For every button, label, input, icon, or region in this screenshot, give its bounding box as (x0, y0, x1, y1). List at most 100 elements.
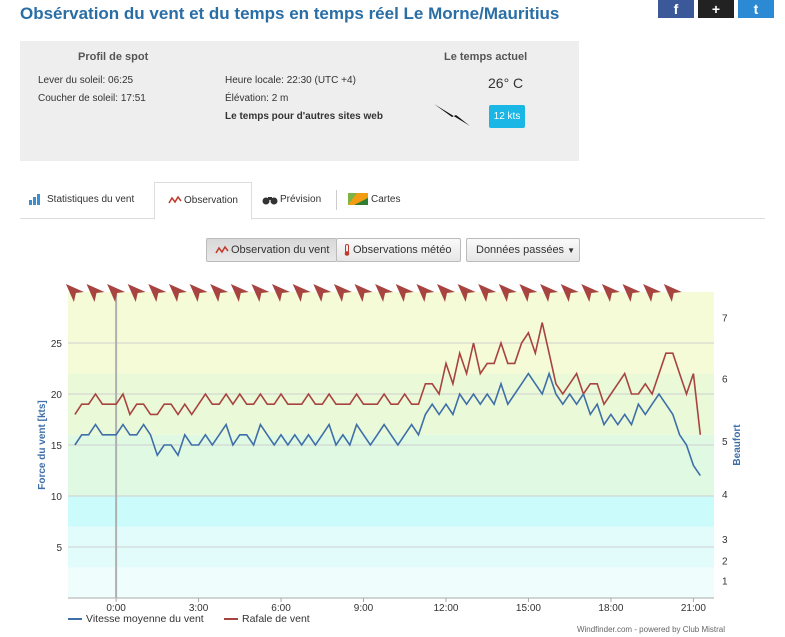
wind-direction-arrow-shape (622, 284, 641, 302)
binoculars-icon (262, 196, 278, 205)
past-data-dropdown[interactable]: Données passées ▼ (466, 238, 580, 262)
wind-direction-arrow-shape (395, 284, 414, 302)
twitter-icon[interactable]: t (738, 0, 774, 18)
wind-direction-arrow (622, 284, 641, 302)
wind-direction-arrow (127, 284, 146, 302)
wind-direction-arrow-icon (434, 104, 470, 126)
wind-direction-arrow-shape (354, 284, 373, 302)
y-tick-label: 20 (51, 390, 63, 401)
wind-direction-arrow-shape (169, 284, 187, 302)
wind-direction-arrow (354, 284, 373, 302)
facebook-icon[interactable]: f (658, 0, 694, 18)
wind-direction-arrow (230, 284, 249, 302)
wind-line-icon (168, 196, 182, 204)
page-title: Obsérvation du vent et du temps en temps… (20, 4, 560, 23)
wind-direction-arrow (581, 284, 600, 302)
wind-line-icon (215, 245, 229, 254)
wind-direction-arrow-shape (127, 284, 146, 302)
wind-observation-label: Observation du vent (231, 244, 330, 256)
wind-direction-arrow-shape (663, 284, 682, 302)
wind-direction-arrow (292, 284, 311, 302)
mean-wind-series-line (74, 371, 701, 477)
other-sites-link[interactable]: Le temps pour d'autres sites web (225, 111, 383, 122)
wind-direction-arrow-shape (375, 284, 394, 302)
past-data-label: Données passées (476, 244, 565, 256)
wind-direction-arrow (601, 284, 620, 302)
x-tick-label: 9:00 (354, 603, 374, 614)
y-axis-label: Force du vent [kts] (37, 400, 48, 489)
weather-observation-label: Observations météo (353, 244, 452, 256)
x-tick-label: 15:00 (516, 603, 541, 614)
x-tick-label: 12:00 (433, 603, 458, 614)
wind-observation-button[interactable]: Observation du vent (206, 238, 337, 262)
wind-direction-arrow-shape (519, 284, 538, 302)
wind-direction-arrow-shape (251, 284, 270, 302)
wind-direction-arrow (107, 284, 126, 302)
wind-direction-arrow-shape (210, 284, 229, 302)
tab-divider (336, 190, 337, 210)
wind-direction-arrow-shape (416, 284, 435, 302)
wind-direction-arrow (643, 284, 662, 302)
wind-direction-arrow (313, 284, 332, 302)
wind-direction-arrow (169, 284, 187, 302)
tab-maps[interactable]: Cartes (348, 182, 418, 217)
wind-direction-arrow (272, 284, 290, 302)
wind-direction-arrow-shape (148, 284, 167, 302)
tab-maps-label: Cartes (371, 194, 401, 205)
wind-direction-arrow (189, 284, 208, 302)
caret-down-icon: ▼ (567, 246, 576, 255)
beaufort-band (68, 567, 714, 598)
x-tick-label: 6:00 (271, 603, 291, 614)
tab-statistics[interactable]: Statistiques du vent (28, 182, 150, 217)
temperature-value: 26° C (488, 75, 524, 91)
wind-direction-arrow (395, 284, 414, 302)
wind-direction-arrow (437, 284, 455, 302)
wind-direction-arrow (333, 284, 352, 302)
wind-direction-arrow (86, 284, 105, 302)
tab-statistics-label: Statistiques du vent (47, 194, 135, 205)
wind-direction-arrow-shape (292, 284, 311, 302)
wind-direction-arrow-shape (86, 284, 105, 302)
weather-observation-button[interactable]: Observations météo (336, 238, 461, 262)
googleplus-icon[interactable]: + (698, 0, 734, 18)
chart-credit: Windfinder.com - powered by Club Mistral (577, 625, 725, 634)
wind-direction-arrow-shape (581, 284, 600, 302)
wind-direction-arrow (478, 284, 497, 302)
spot-profile-heading: Profil de spot (78, 51, 149, 63)
bar-chart-icon (29, 194, 40, 206)
tab-observation[interactable]: Observation (154, 182, 252, 220)
wind-direction-arrow (560, 284, 579, 302)
wind-direction-arrow-shape (457, 284, 476, 302)
legend-mean-wind: Vitesse moyenne du vent (86, 613, 204, 625)
thermometer-icon (344, 244, 350, 256)
tab-forecast[interactable]: Prévision (262, 182, 332, 217)
wind-direction-arrow (210, 284, 229, 302)
sunset-text: Coucher de soleil: 17:51 (38, 93, 146, 104)
wind-direction-arrow (416, 284, 435, 302)
y-tick-label: 5 (56, 543, 62, 554)
wind-direction-arrow-shape (230, 284, 249, 302)
x-tick-label: 21:00 (681, 603, 706, 614)
map-icon (348, 193, 368, 206)
wind-direction-arrow-shape (189, 284, 208, 302)
beaufort-tick-label: 7 (722, 314, 728, 325)
beaufort-axis-label: Beaufort (732, 424, 743, 466)
beaufort-band (68, 496, 714, 527)
wind-direction-arrow (457, 284, 476, 302)
wind-direction-arrow-shape (437, 284, 455, 302)
y-tick-label: 15 (51, 441, 63, 452)
beaufort-tick-label: 1 (722, 577, 728, 588)
wind-direction-arrow (540, 284, 559, 302)
wind-direction-arrow (148, 284, 167, 302)
x-tick-label: 0:00 (106, 603, 126, 614)
tab-bar (20, 182, 765, 219)
y-tick-label: 10 (51, 492, 63, 503)
wind-direction-arrow-shape (478, 284, 497, 302)
beaufort-tick-label: 3 (722, 535, 728, 546)
wind-direction-arrow-shape (498, 284, 517, 302)
x-tick-label: 18:00 (598, 603, 623, 614)
wind-direction-arrow-shape (643, 284, 662, 302)
beaufort-tick-label: 5 (722, 437, 728, 448)
legend-gust: Rafale de vent (242, 613, 310, 625)
